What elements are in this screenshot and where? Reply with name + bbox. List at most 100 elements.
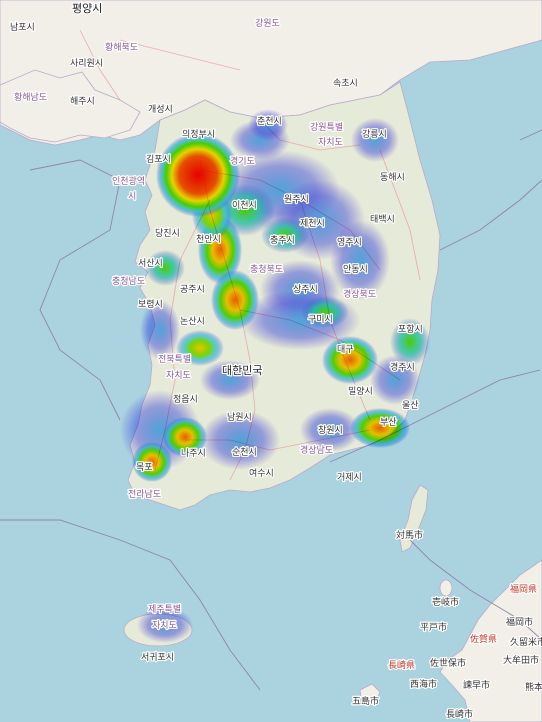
heat-cell	[330, 220, 390, 300]
map-label-omuta: 大牟田市	[503, 654, 539, 666]
map-label-chuncheon: 춘천시	[257, 116, 282, 127]
heat-cell	[261, 217, 309, 253]
map-label-geoje: 거제시	[337, 472, 362, 483]
map-label-mokpo: 목포	[136, 462, 153, 473]
map-label-jeonnam: 전라남도	[128, 489, 161, 500]
map-label-suncheon: 순천시	[232, 447, 257, 458]
map-label-goto: 五島市	[352, 695, 379, 707]
map-label-gangwon-s2: 자치도	[318, 136, 343, 148]
map-label-miryang: 밀양시	[348, 385, 373, 397]
heat-cell	[248, 109, 288, 141]
tsushima-island	[399, 484, 429, 553]
heat-cell	[176, 330, 224, 366]
map-label-kumamoto: 熊本	[525, 681, 542, 693]
map-label-busan: 부산	[380, 417, 397, 428]
map-label-yeosu: 여수시	[249, 467, 274, 479]
heat-cell	[370, 355, 420, 405]
map-label-gongju: 공주시	[180, 284, 205, 295]
map-label-changwon: 창원시	[318, 425, 343, 436]
heat-cell	[351, 118, 399, 162]
map-label-kurume: 久留米市	[510, 636, 542, 648]
map-label-seogwipo: 서귀포시	[141, 652, 174, 663]
map-label-saga: 佐賀県	[470, 633, 497, 645]
map-label-naju: 나주시	[181, 448, 206, 459]
map-label-sasebo: 佐世保市	[430, 657, 466, 669]
heat-cell	[132, 442, 172, 482]
map-label-sokcho: 속초시	[333, 78, 358, 89]
map-label-tsushima: 対馬市	[396, 529, 423, 541]
map-label-taebaek: 태백시	[370, 214, 395, 225]
map-label-isahaya: 諫早市	[463, 679, 490, 691]
map-label-dangjin: 당진시	[155, 228, 180, 239]
heat-cell	[200, 410, 280, 470]
map-label-chungnam: 충청남도	[112, 276, 145, 287]
heat-cell	[390, 318, 430, 366]
map-label-daegu: 대구	[337, 344, 354, 355]
map-label-pohang: 포항시	[398, 324, 423, 335]
map-label-incheon1: 인천광역	[112, 175, 145, 187]
kyushu-land	[439, 559, 542, 722]
map-label-pyongyang: 평양시	[72, 2, 102, 15]
iki-island	[439, 579, 453, 597]
map-label-namwon: 남원시	[227, 412, 252, 423]
map-label-gangneung: 강릉시	[362, 129, 387, 140]
map-label-andong: 안동시	[343, 264, 368, 275]
map-label-gimpo: 김포시	[146, 153, 171, 165]
heat-cell	[322, 336, 378, 384]
map-label-gumi: 구미시	[308, 314, 333, 325]
map-label-kaesong: 개성시	[148, 104, 173, 115]
map-label-cheonan: 천안시	[196, 234, 221, 245]
map-label-chungju: 충주시	[270, 235, 295, 246]
heat-cell	[211, 270, 259, 330]
heat-cell	[301, 296, 349, 328]
country-label: 대한민국	[222, 364, 262, 377]
map-label-gangwon-s1: 강원특별	[310, 122, 343, 133]
map-label-uijeongbu: 의정부시	[182, 129, 215, 140]
map-label-icheon: 이천시	[232, 200, 257, 211]
map-label-incheon2: 시	[128, 191, 136, 202]
map-label-sangju: 상주시	[293, 284, 318, 295]
heat-cell	[137, 607, 193, 643]
map-label-iki: 壱岐市	[432, 596, 459, 608]
map-label-chungbuk: 충청북도	[250, 264, 283, 275]
west-land	[0, 69, 141, 143]
map-label-gyeongnam: 경상남도	[300, 444, 333, 456]
map-label-fukuoka-pref: 福岡県	[510, 583, 537, 595]
map-label-hwanghae-n: 황해북도	[105, 42, 138, 53]
heat-cell	[145, 250, 185, 286]
map-label-gyeongbuk: 경상북도	[343, 288, 376, 300]
map-label-nonsan: 논산시	[180, 316, 205, 327]
map-label-sariwon: 사리원시	[70, 58, 103, 69]
heat-cell	[200, 360, 260, 400]
map-label-boryeong: 보령시	[138, 298, 163, 310]
heat-cell	[163, 417, 207, 457]
map-label-gyeongju: 경주시	[390, 361, 415, 373]
map-label-jeju1: 제주특별	[148, 604, 181, 615]
map-label-haeju: 해주시	[70, 96, 95, 107]
goto-islands	[359, 683, 381, 706]
heat-cell	[140, 300, 180, 360]
map-label-seosan: 서산시	[138, 258, 163, 269]
map-label-jeonbuk1: 전북특별	[158, 354, 191, 365]
map-label-nampo: 남포시	[10, 22, 35, 33]
map-label-yeongju: 영주시	[337, 237, 362, 248]
map-label-jeongeup: 정읍시	[173, 394, 198, 405]
map-label-donghae: 동해시	[380, 172, 405, 183]
map-label-jeonbuk2: 자치도	[166, 369, 191, 381]
heat-cell	[300, 408, 360, 452]
map-label-gangwon-n: 강원도	[255, 18, 280, 29]
map-label-wonju: 원주시	[284, 194, 309, 205]
map-label-jeju2: 자치도	[152, 619, 177, 631]
heat-cell	[156, 133, 240, 217]
map-label-nagasaki-pref: 長崎県	[388, 659, 415, 671]
heat-layer	[120, 109, 430, 643]
map-label-hirado: 平戸市	[420, 621, 447, 633]
map-label-saikai: 西海市	[410, 678, 437, 690]
map-label-gyeonggi: 경기도	[230, 155, 255, 167]
map-label-nagasaki: 長崎市	[446, 708, 473, 720]
map-label-fukuoka: 福岡市	[506, 616, 533, 628]
